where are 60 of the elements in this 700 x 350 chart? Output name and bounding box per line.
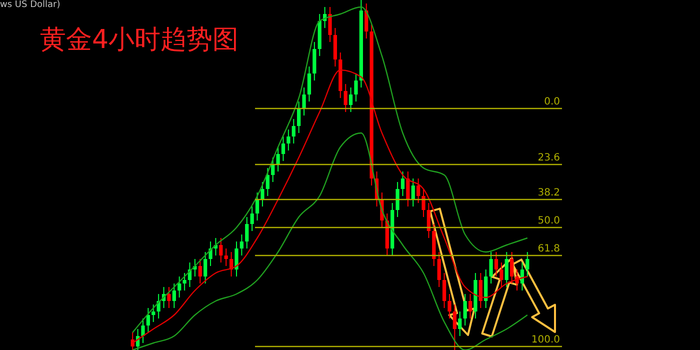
candlestick <box>297 101 301 134</box>
candlestick <box>442 272 446 308</box>
candlestick <box>452 304 456 350</box>
candlestick <box>224 248 228 266</box>
candlestick <box>458 311 462 336</box>
candlestick <box>178 276 182 298</box>
candlestick <box>234 241 238 277</box>
candlestick <box>266 168 270 196</box>
candlestick <box>348 87 353 112</box>
candlestick <box>208 241 212 266</box>
candlestick <box>182 272 186 291</box>
candlestick <box>276 146 280 172</box>
candlestick <box>152 304 156 322</box>
candlestick <box>146 308 150 333</box>
candlestick <box>204 252 208 284</box>
annotation: 100.0 <box>531 334 560 346</box>
candlestick <box>344 84 348 112</box>
annotation: 23.6 <box>538 152 560 164</box>
candlestick <box>219 238 223 263</box>
candlestick <box>271 157 275 182</box>
candlestick <box>437 252 441 288</box>
annotation: 0.0 <box>544 96 560 108</box>
candlestick <box>426 202 431 238</box>
candlestick <box>281 136 286 162</box>
candlestick <box>396 182 400 218</box>
candlestick <box>198 258 202 284</box>
candlestick <box>286 129 290 151</box>
annotation: 61.8 <box>538 244 560 254</box>
candlestick <box>448 294 452 319</box>
candlestick <box>240 234 244 256</box>
candlestick <box>354 73 358 102</box>
candlestick <box>167 286 171 308</box>
candlestick <box>302 87 306 116</box>
candlestick <box>504 252 508 288</box>
candlestick <box>510 252 514 284</box>
candlestick <box>526 252 530 277</box>
candlestick <box>328 6 332 42</box>
candlestick <box>500 262 504 288</box>
annotation: 38.2 <box>538 188 560 198</box>
candlestick <box>400 171 405 196</box>
candlestick <box>515 269 519 291</box>
candlestick <box>245 216 249 249</box>
candlestick <box>468 294 472 319</box>
candlestick <box>307 66 312 102</box>
candlestick <box>250 206 254 232</box>
text: ws US Dollar) <box>0 0 60 10</box>
candlestick <box>489 252 493 284</box>
candlestick <box>478 272 482 308</box>
candlestick <box>411 178 415 207</box>
annotation: 50.0 <box>538 216 560 226</box>
text: 黄金4小时趋势图 <box>40 24 239 57</box>
candlestick <box>463 294 467 326</box>
candlestick <box>494 252 498 277</box>
candlestick <box>141 318 145 344</box>
candlestick <box>292 118 296 144</box>
candlestick <box>260 182 264 207</box>
candlestick <box>255 192 260 221</box>
candlestick <box>172 283 176 308</box>
candlestick <box>416 178 420 204</box>
candlestick <box>422 188 426 218</box>
